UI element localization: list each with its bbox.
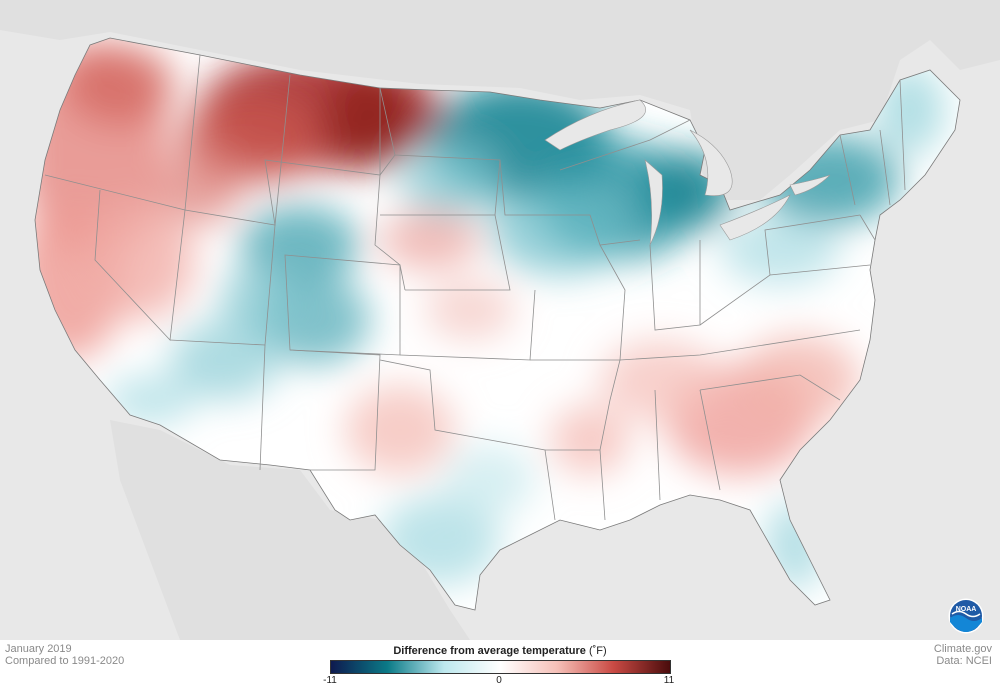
period-label: January 2019 [5,643,72,655]
legend-unit: (˚F) [588,645,607,657]
site-credit: Climate.gov [933,643,992,655]
legend-min-label: -11 [323,675,337,686]
canada-landmass [0,0,1000,200]
legend-title-text: Difference from average temperature [393,645,586,657]
credits-block: Climate.gov Data: NCEI [934,643,992,667]
caption-block: January 2019 Compared to 1991-2020 [5,643,124,667]
baseline-label: Compared to 1991-2020 [5,655,125,667]
noaa-logo-icon: NOAA [948,598,984,634]
legend-title: Difference from average temperature (˚F) [0,645,1000,657]
data-source-credit: Data: NCEI [936,655,992,667]
legend-footer: January 2019 Compared to 1991-2020 Diffe… [0,640,1000,690]
color-scale-bar [330,660,671,674]
mexico-landmass [110,420,470,640]
temperature-anomaly-map: NOAA [0,0,1000,640]
noaa-logo-text: NOAA [956,606,977,613]
legend-max-label: 11 [663,675,675,686]
great-lakes [544,99,831,246]
legend-mid-label: 0 [496,675,502,686]
